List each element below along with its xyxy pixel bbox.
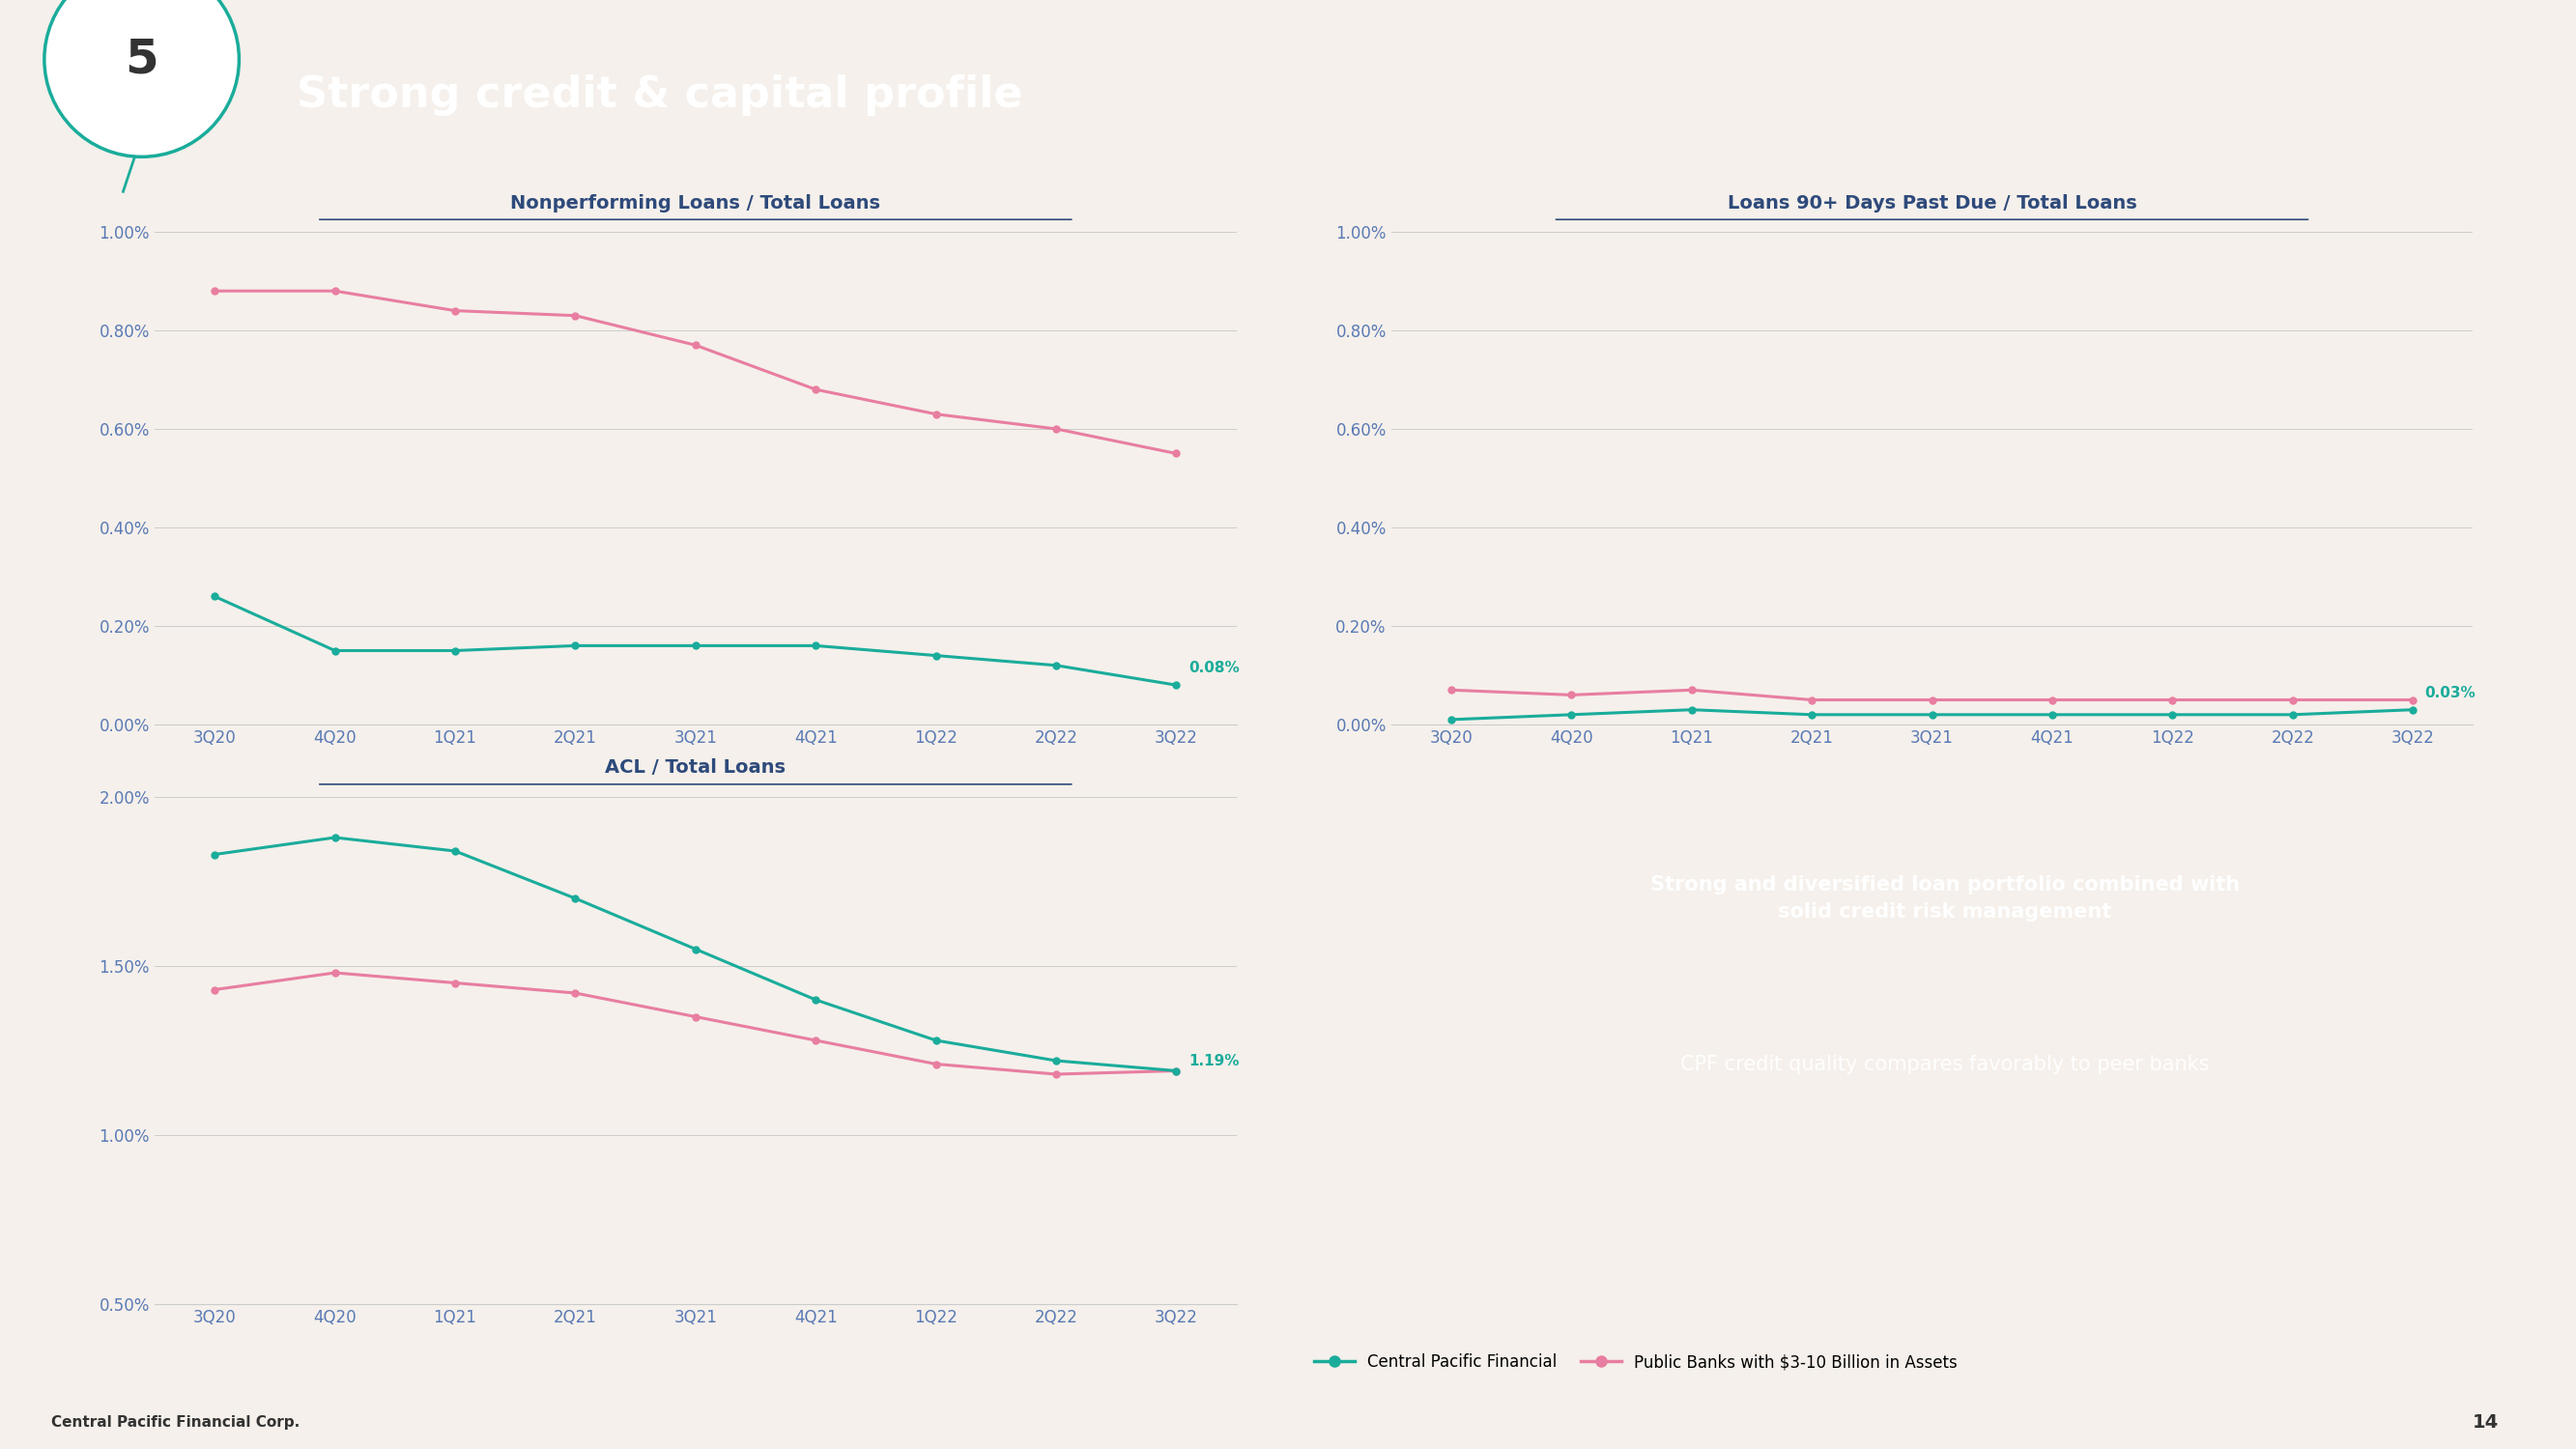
Text: Loans 90+ Days Past Due / Total Loans: Loans 90+ Days Past Due / Total Loans (1728, 194, 2136, 212)
Text: Central Pacific Financial Corp.: Central Pacific Financial Corp. (52, 1416, 299, 1430)
Text: 0.03%: 0.03% (2424, 685, 2476, 700)
Text: Strong and diversified loan portfolio combined with
solid credit risk management: Strong and diversified loan portfolio co… (1651, 875, 2239, 922)
Text: Strong credit & capital profile: Strong credit & capital profile (296, 75, 1023, 116)
Text: Nonperforming Loans / Total Loans: Nonperforming Loans / Total Loans (510, 194, 881, 212)
Text: 0.08%: 0.08% (1188, 661, 1239, 675)
Text: 1.19%: 1.19% (1188, 1055, 1239, 1069)
Text: 5: 5 (124, 36, 160, 83)
Text: ACL / Total Loans: ACL / Total Loans (605, 758, 786, 777)
Legend: Central Pacific Financial, Public Banks with $3-10 Billion in Assets: Central Pacific Financial, Public Banks … (1309, 1348, 1963, 1377)
Circle shape (44, 0, 240, 156)
Text: CPF credit quality compares favorably to peer banks: CPF credit quality compares favorably to… (1680, 1055, 2210, 1075)
Text: 14: 14 (2473, 1413, 2499, 1432)
